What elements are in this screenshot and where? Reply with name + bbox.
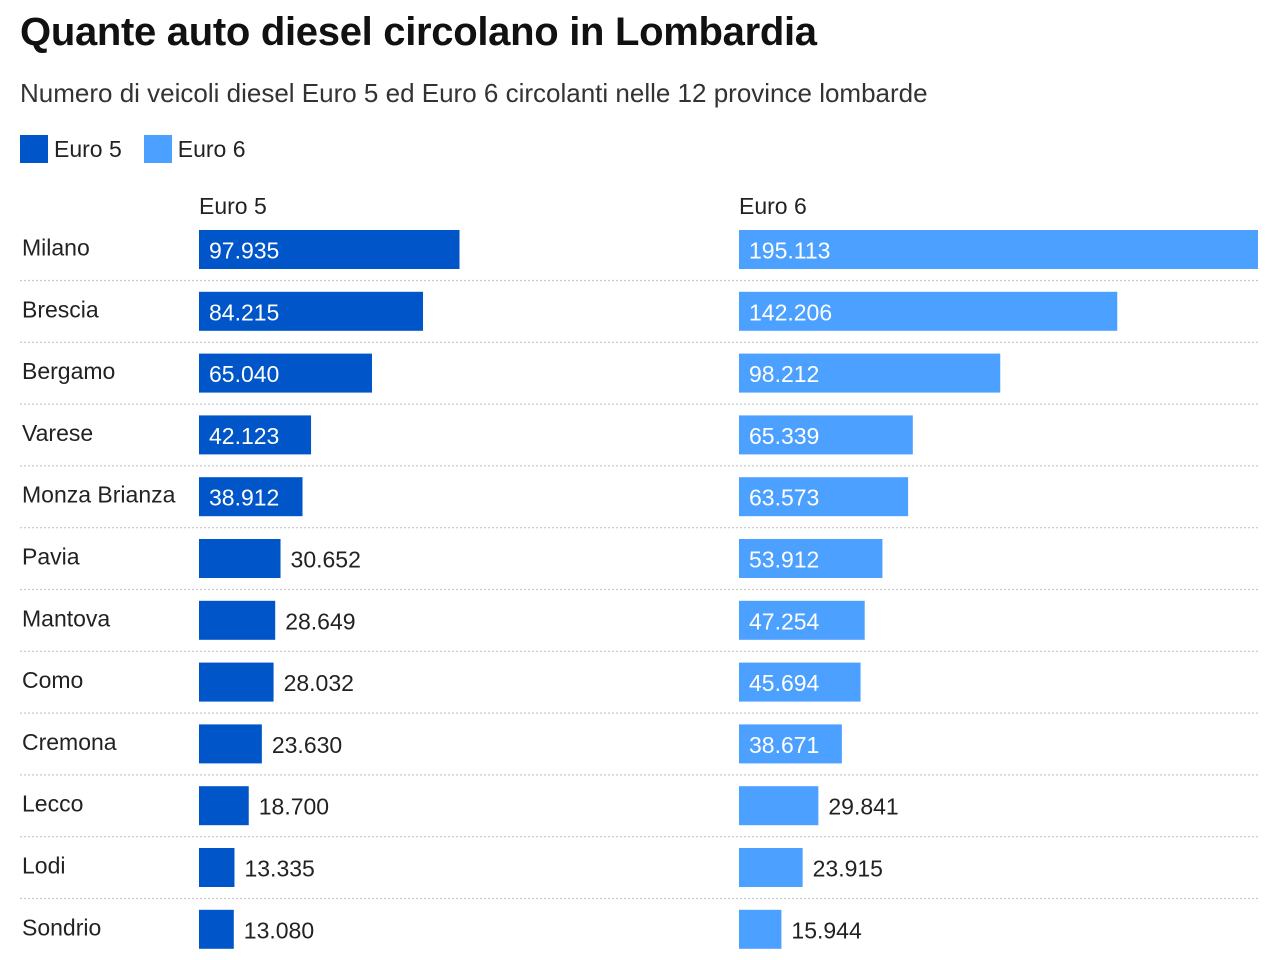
- panel-header-euro5: Euro 5: [199, 193, 267, 219]
- bar-euro6: [739, 848, 803, 887]
- data-label-euro6: 45.694: [749, 670, 820, 696]
- category-label: Varese: [22, 420, 93, 446]
- category-label: Como: [22, 667, 83, 693]
- category-label: Brescia: [22, 296, 99, 322]
- data-label-euro5: 84.215: [209, 299, 279, 325]
- category-label: Lecco: [22, 791, 83, 817]
- data-label-euro6: 47.254: [749, 608, 820, 634]
- bar-euro5: [199, 230, 460, 269]
- category-label: Bergamo: [22, 358, 115, 384]
- bar-euro5: [199, 415, 312, 455]
- bar-euro6: [739, 291, 1118, 331]
- data-label-euro5: 28.649: [285, 608, 355, 634]
- category-label: Cremona: [22, 729, 117, 755]
- data-label-euro6: 63.573: [749, 485, 819, 511]
- data-label-euro5: 18.700: [259, 794, 329, 820]
- bar-euro5: [199, 724, 262, 764]
- data-label-euro5: 23.630: [272, 732, 342, 758]
- bar-euro5: [199, 477, 303, 517]
- bar-euro6: [739, 786, 819, 826]
- bar-euro6: [739, 230, 1258, 269]
- category-label: Milano: [22, 235, 90, 261]
- bar-euro6: [739, 415, 913, 455]
- data-label-euro6: 142.206: [749, 299, 832, 325]
- bar-euro5: [199, 662, 274, 702]
- data-label-euro5: 65.040: [209, 361, 279, 387]
- data-label-euro5: 42.123: [209, 423, 279, 449]
- bar-euro5: [199, 786, 249, 826]
- legend-item-euro5: Euro 5: [20, 135, 122, 163]
- data-label-euro5: 97.935: [209, 238, 279, 264]
- bar-euro5: [199, 848, 235, 887]
- data-label-euro6: 195.113: [749, 238, 830, 264]
- bar-euro6: [739, 662, 861, 702]
- category-label: Lodi: [22, 853, 65, 879]
- data-label-euro6: 29.841: [828, 794, 898, 820]
- data-label-euro6: 98.212: [749, 361, 819, 387]
- bar-euro5: [199, 291, 424, 331]
- panel-header-euro6: Euro 6: [739, 193, 807, 219]
- bar-euro5: [199, 600, 276, 640]
- legend-label-euro5: Euro 5: [54, 135, 122, 162]
- data-label-euro5: 13.335: [244, 856, 314, 882]
- category-label: Monza Brianza: [22, 482, 176, 508]
- chart-title: Quante auto diesel circolano in Lombardi…: [20, 10, 817, 54]
- bar-euro6: [739, 909, 782, 949]
- data-label-euro6: 15.944: [791, 917, 862, 943]
- legend-swatch-euro6: [143, 135, 172, 163]
- data-label-euro5: 28.032: [284, 670, 354, 696]
- chart-subtitle: Numero di veicoli diesel Euro 5 ed Euro …: [20, 78, 928, 108]
- bar-euro6: [739, 724, 842, 764]
- legend: Euro 5 Euro 6: [20, 135, 268, 163]
- bar-euro6: [739, 600, 865, 640]
- legend-label-euro6: Euro 6: [177, 135, 246, 162]
- data-label-euro5: 38.912: [209, 485, 279, 511]
- data-label-euro6: 65.339: [749, 423, 819, 449]
- bar-euro5: [199, 909, 234, 949]
- bar-euro5: [199, 353, 373, 393]
- legend-item-euro6: Euro 6: [143, 135, 246, 163]
- data-label-euro5: 30.652: [291, 547, 361, 573]
- data-label-euro5: 13.080: [244, 917, 314, 943]
- data-label-euro6: 53.912: [749, 547, 819, 573]
- bar-euro6: [739, 539, 883, 578]
- bar-euro6: [739, 353, 1001, 393]
- data-label-euro6: 38.671: [749, 732, 819, 758]
- bar-euro5: [199, 539, 281, 578]
- legend-swatch-euro5: [20, 135, 48, 163]
- category-label: Sondrio: [22, 914, 101, 940]
- bar-euro6: [739, 477, 909, 517]
- data-label-euro6: 23.915: [813, 856, 883, 882]
- category-label: Mantova: [22, 605, 110, 631]
- category-label: Pavia: [22, 544, 80, 570]
